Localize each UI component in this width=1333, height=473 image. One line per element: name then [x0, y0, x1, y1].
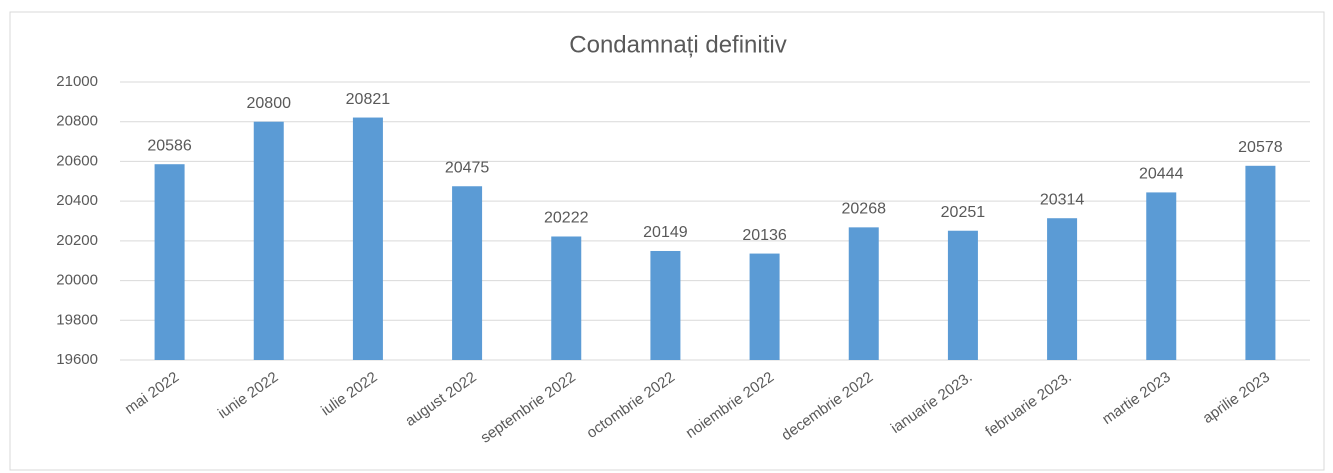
- y-tick-label: 21000: [56, 73, 98, 90]
- data-label: 20821: [346, 91, 391, 108]
- data-label: 20268: [842, 201, 887, 218]
- data-label: 20251: [941, 204, 986, 221]
- bar: [947, 230, 978, 360]
- bar: [749, 253, 780, 360]
- bar: [154, 164, 185, 360]
- bar: [650, 250, 681, 360]
- bar: [452, 186, 483, 360]
- y-tick-label: 19800: [56, 311, 98, 328]
- data-label: 20314: [1040, 191, 1085, 208]
- chart-title: Condamnați definitiv: [569, 31, 786, 58]
- y-tick-label: 20600: [56, 152, 98, 169]
- data-label: 20586: [147, 137, 192, 154]
- bar: [1245, 165, 1276, 360]
- y-tick-label: 20000: [56, 272, 98, 289]
- data-label: 20222: [544, 210, 589, 227]
- bar: [253, 121, 284, 360]
- y-tick-label: 20200: [56, 232, 98, 249]
- data-label: 20149: [643, 224, 688, 241]
- bar: [1047, 218, 1078, 360]
- bar: [352, 117, 383, 361]
- y-tick-label: 20400: [56, 192, 98, 209]
- bar: [848, 227, 879, 360]
- data-label: 20800: [247, 95, 292, 112]
- data-label: 20136: [742, 227, 787, 244]
- bar: [1146, 192, 1177, 360]
- bar: [551, 236, 582, 360]
- y-tick-label: 20800: [56, 113, 98, 130]
- data-label: 20444: [1139, 166, 1184, 183]
- data-label: 20475: [445, 159, 490, 176]
- y-tick-label: 19600: [56, 351, 98, 368]
- data-label: 20578: [1238, 139, 1283, 156]
